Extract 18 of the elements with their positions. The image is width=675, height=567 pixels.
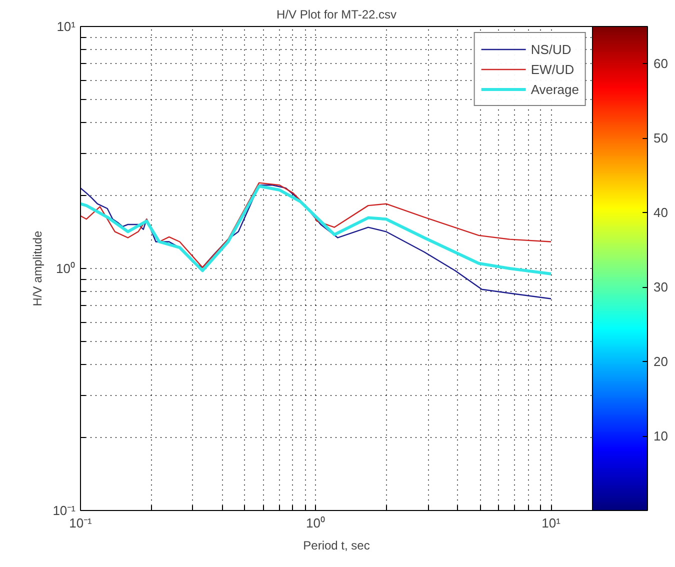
color-bar-label: 30: [654, 280, 668, 295]
y-tick-label: 10⁰: [56, 261, 76, 276]
color-bar-label: 60: [654, 56, 668, 72]
x-tick-label: 10¹: [542, 516, 562, 530]
color-bar-label: 10: [654, 428, 668, 444]
legend-label: Average: [530, 82, 579, 96]
y-axis-title: H/V amplitude: [30, 230, 45, 306]
x-axis-title: Period t, sec: [303, 538, 370, 552]
x-tick-label: 10⁻¹: [69, 516, 93, 530]
color-bar-label: 20: [654, 354, 668, 370]
color-bar-label: 50: [654, 130, 668, 146]
color-bar-label: 40: [654, 205, 668, 220]
legend-label: EW/UD: [530, 62, 574, 76]
y-tick-label: 10⁻¹: [52, 503, 76, 518]
chart-title: H/V Plot for MT-22.csv: [276, 8, 397, 22]
y-tick-label: 10¹: [56, 19, 76, 34]
x-tick-label: 10⁰: [306, 516, 326, 530]
legend-label: NS/UD: [530, 42, 572, 56]
